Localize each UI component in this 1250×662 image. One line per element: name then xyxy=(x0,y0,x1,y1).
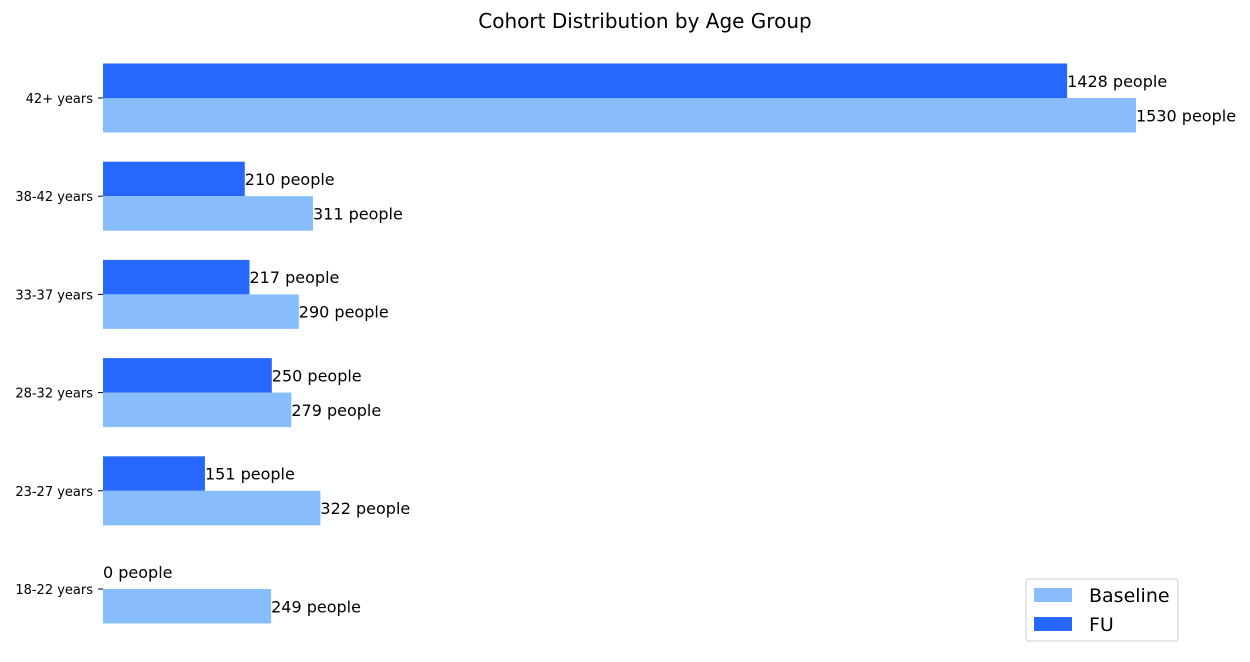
bar-label-fu-28-32-years: 250 people xyxy=(272,366,362,385)
y-tick-label-33-37-years: 33-37 years xyxy=(15,288,93,303)
bar-label-baseline-38-42-years: 311 people xyxy=(313,204,403,223)
bar-label-fu-23-27-years: 151 people xyxy=(205,465,295,484)
bar-baseline-28-32-years xyxy=(103,392,292,428)
y-tick-label-38-42-years: 38-42 years xyxy=(15,190,93,205)
y-tick-label-23-27-years: 23-27 years xyxy=(15,485,93,500)
bar-baseline-23-27-years xyxy=(103,490,321,526)
bar-label-fu-33-37-years: 217 people xyxy=(250,268,340,287)
bar-baseline-38-42-years xyxy=(103,196,313,231)
bar-label-baseline-23-27-years: 322 people xyxy=(320,499,410,518)
bar-label-fu-38-42-years: 210 people xyxy=(245,170,335,189)
bar-label-baseline-42-years: 1530 people xyxy=(1136,106,1236,125)
bar-baseline-42-years xyxy=(103,98,1136,133)
legend-label-baseline: Baseline xyxy=(1089,585,1170,607)
bars-group: 1428 people 1530 people 210 people 311 peop… xyxy=(103,63,1236,624)
bar-baseline-33-37-years xyxy=(103,294,299,329)
bar-baseline-18-22-years xyxy=(103,589,272,624)
bar-fu-28-32-years xyxy=(103,358,272,393)
legend-label-fu: FU xyxy=(1089,614,1114,636)
legend-swatch-baseline xyxy=(1034,588,1072,602)
y-tick-label-42-years: 42+ years xyxy=(26,92,94,107)
y-axis: 42+ years 38-42 years 33-37 years 28-32 yea… xyxy=(15,92,103,598)
bar-label-baseline-28-32-years: 279 people xyxy=(291,401,381,420)
bar-label-baseline-18-22-years: 249 people xyxy=(271,597,361,616)
legend: Baseline FU xyxy=(1025,578,1179,642)
y-tick-label-18-22-years: 18-22 years xyxy=(15,583,93,598)
bar-fu-23-27-years xyxy=(103,456,205,491)
legend-swatch-fu xyxy=(1034,617,1072,631)
bar-fu-38-42-years xyxy=(103,161,245,197)
bar-fu-33-37-years xyxy=(103,259,250,295)
y-tick-label-28-32-years: 28-32 years xyxy=(15,387,93,402)
bar-label-fu-18-22-years: 0 people xyxy=(103,563,173,582)
bar-label-fu-42-years: 1428 people xyxy=(1067,72,1167,91)
chart-title: Cohort Distribution by Age Group xyxy=(478,9,811,33)
bar-label-baseline-33-37-years: 290 people xyxy=(299,303,389,322)
bar-fu-42-years xyxy=(103,63,1068,98)
